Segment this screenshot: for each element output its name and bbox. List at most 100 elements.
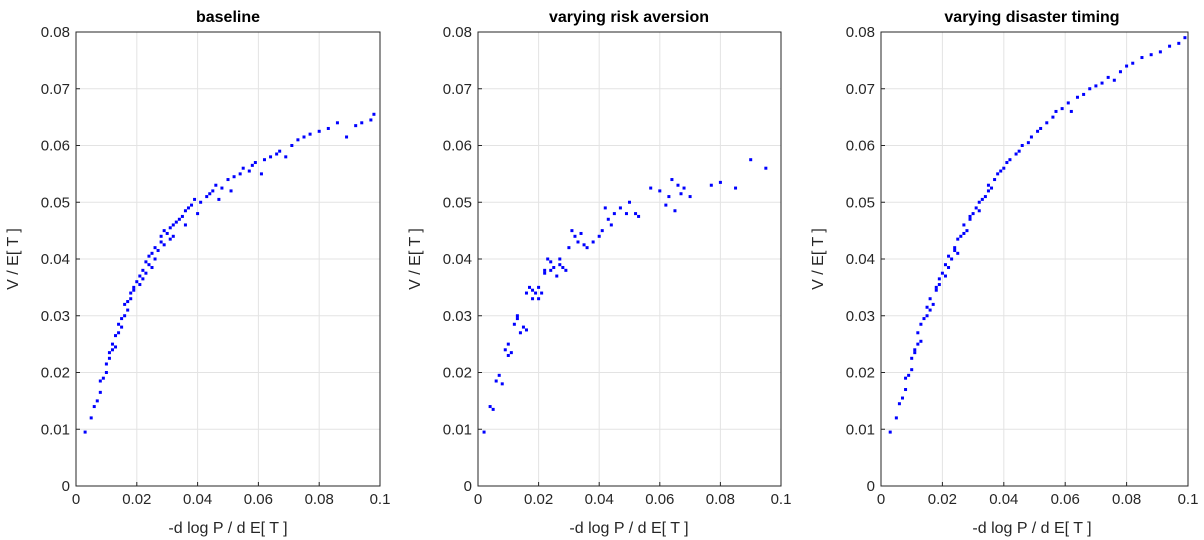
y-tick-label: 0 xyxy=(464,478,472,495)
scatter-point xyxy=(1100,81,1104,85)
scatter-point xyxy=(561,266,565,270)
scatter-point xyxy=(999,169,1003,173)
panel-title: varying disaster timing xyxy=(944,9,1119,26)
x-tick-label: 0.1 xyxy=(771,491,792,508)
scatter-point xyxy=(549,268,553,272)
y-tick-label: 0.01 xyxy=(846,421,875,438)
scatter-point xyxy=(354,124,358,128)
scatter-point xyxy=(664,203,668,207)
scatter-point xyxy=(92,405,96,409)
scatter-point xyxy=(518,331,522,335)
scatter-point xyxy=(488,405,492,409)
y-tick-label: 0.06 xyxy=(443,138,472,155)
panel-baseline: baseline -d log P / d E[ T ] V / E[ T ] … xyxy=(5,9,390,537)
y-tick-label: 0.08 xyxy=(443,24,472,41)
scatter-point xyxy=(220,186,224,190)
y-tick-label: 0.04 xyxy=(41,251,70,268)
scatter-point xyxy=(83,430,87,434)
scatter-point xyxy=(910,368,914,372)
scatter-point xyxy=(537,285,541,289)
scatter-point xyxy=(512,322,516,326)
scatter-point xyxy=(531,288,535,292)
scatter-point xyxy=(977,209,981,213)
scatter-point xyxy=(534,291,538,295)
scatter-point xyxy=(576,240,580,244)
scatter-point xyxy=(947,254,951,258)
scatter-point xyxy=(515,317,519,321)
scatter-point xyxy=(962,223,966,227)
scatter-point xyxy=(159,240,163,244)
scatter-point xyxy=(749,158,753,162)
x-tick-label: 0.08 xyxy=(706,491,735,508)
ticks: 0 0.02 0.04 0.06 0.08 0.1 0 0.01 0.02 0.03 0.04 0.0… xyxy=(443,24,792,508)
scatter-point xyxy=(624,212,628,216)
x-tick-label: 0 xyxy=(72,491,80,508)
scatter-point xyxy=(238,172,242,176)
scatter-point xyxy=(138,283,142,287)
scatter-point xyxy=(676,183,680,187)
y-tick-label: 0.02 xyxy=(443,365,472,382)
scatter-point xyxy=(107,351,111,355)
scatter-point xyxy=(506,353,510,357)
ticks: 0 0.02 0.04 0.06 0.08 0.1 0 0.01 0.02 0.03 0.04 0.0… xyxy=(41,24,391,508)
scatter-point xyxy=(135,280,139,284)
scatter-point xyxy=(567,246,571,250)
scatter-point xyxy=(1140,56,1144,60)
scatter-point xyxy=(977,200,981,204)
scatter-point xyxy=(1008,158,1012,162)
scatter-point xyxy=(1045,121,1049,125)
y-tick-label: 0.05 xyxy=(846,194,875,211)
scatter-point xyxy=(262,158,266,162)
panel-title: baseline xyxy=(196,9,260,26)
scatter-point xyxy=(174,220,178,224)
scatter-point xyxy=(1177,41,1181,45)
scatter-point xyxy=(162,229,166,233)
scatter-point xyxy=(974,206,978,210)
scatter-point xyxy=(95,399,99,403)
scatter-point xyxy=(104,371,108,374)
scatter-point xyxy=(183,223,187,227)
scatter-point xyxy=(555,274,559,278)
x-tick-label: 0.06 xyxy=(1051,491,1080,508)
scatter-point xyxy=(922,317,926,321)
ticks: 0 0.02 0.04 0.06 0.08 0.1 0 0.01 0.02 0.03 0.04 0.0… xyxy=(846,24,1199,508)
scatter-point xyxy=(1149,53,1153,57)
scatter-point xyxy=(900,396,904,400)
scatter-point xyxy=(153,246,157,250)
x-tick-label: 0 xyxy=(877,491,885,508)
scatter-point xyxy=(931,302,935,306)
scatter-point xyxy=(159,234,163,238)
scatter-point xyxy=(570,229,574,233)
scatter-point xyxy=(962,231,966,235)
scatter-point xyxy=(934,288,938,292)
y-tick-label: 0 xyxy=(867,478,875,495)
scatter-point xyxy=(89,416,93,420)
y-tick-label: 0.05 xyxy=(41,194,70,211)
scatter-point xyxy=(612,212,616,216)
scatter-point xyxy=(925,314,929,318)
scatter-point xyxy=(986,189,990,193)
scatter-point xyxy=(1026,141,1030,145)
x-tick-label: 0.02 xyxy=(928,491,957,508)
scatter-point xyxy=(1039,126,1043,130)
scatter-point xyxy=(168,237,172,241)
scatter-point xyxy=(117,331,121,335)
y-tick-label: 0.04 xyxy=(846,251,875,268)
scatter-point xyxy=(217,197,221,201)
scatter-point xyxy=(165,231,169,235)
y-tick-label: 0.08 xyxy=(41,24,70,41)
scatter-point xyxy=(552,266,556,270)
x-tick-label: 0.08 xyxy=(305,491,334,508)
scatter-point xyxy=(156,248,160,252)
scatter-point xyxy=(1020,144,1024,147)
scatter-point xyxy=(372,112,376,116)
scatter-point xyxy=(524,291,528,295)
scatter-point xyxy=(196,212,200,216)
x-tick-label: 0.06 xyxy=(244,491,273,508)
scatter-point xyxy=(168,226,172,230)
scatter-point xyxy=(190,203,194,207)
scatter-point xyxy=(546,257,550,261)
panel-varying-risk-aversion: varying risk aversion -d log P / d E[ T … xyxy=(407,9,791,537)
scatter-point xyxy=(1131,61,1135,65)
